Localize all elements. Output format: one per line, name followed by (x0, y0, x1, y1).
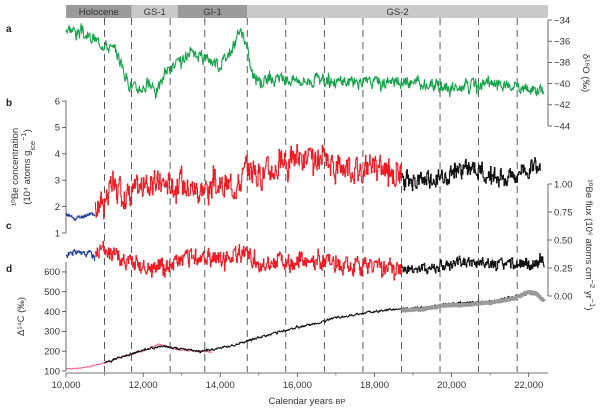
y-tick-label-b: 2 (55, 202, 60, 213)
y-tick-label-b: 3 (55, 176, 60, 187)
y-axis-label-a: δ¹⁸O (‰) (580, 54, 591, 92)
y-tick-label-c: 0.00 (554, 291, 573, 302)
y-tick-label-a: −44 (554, 121, 570, 132)
x-tick-label: 10,000 (51, 380, 80, 391)
y-tick-label-d: 100 (44, 366, 60, 377)
series-line-d-black (104, 292, 541, 364)
series-line-c-red (94, 240, 402, 281)
y-tick-label-b: 5 (55, 123, 60, 134)
stage-bar: Holocene GS-1 GI-1 GS-2 (66, 5, 548, 18)
y-tick-label-d: 400 (44, 307, 60, 318)
series-line-c-black (401, 253, 545, 275)
y-tick-label-d: 200 (44, 346, 60, 357)
y-tick-label-d: 300 (44, 327, 60, 338)
series-layer (65, 23, 546, 370)
y-tick-label-a: −42 (554, 100, 570, 111)
panel-letter-a: a (6, 24, 12, 35)
y-tick-label-b: 4 (55, 149, 60, 160)
series-line-d-grey (400, 290, 546, 313)
y-tick-label-d: 600 (44, 267, 60, 278)
series-line-b-red (94, 143, 402, 220)
x-tick-label: 16,000 (283, 380, 312, 391)
stage-band-gi-1 (177, 5, 248, 18)
series-line-d-pink (65, 343, 213, 370)
y-axis-label-d: Δ¹⁴C (‰) (16, 297, 27, 336)
axes-layer: a −34 −36 −38 −40 −42 −44 δ¹⁸O (‰) b 1 2 3 4 5 6 ¹⁰Be c… (6, 15, 598, 407)
y-tick-label-c: 0.75 (554, 207, 573, 218)
series-line-a-green (65, 23, 545, 99)
y-tick-label-b: 6 (55, 96, 60, 107)
y-tick-label-c: 1.00 (554, 179, 573, 190)
stage-band-gs-1 (131, 5, 178, 18)
y-tick-label-c: 0.25 (554, 263, 573, 274)
panel-letter-b: b (6, 98, 12, 109)
y-tick-label-d: 500 (44, 287, 60, 298)
stage-label-gs-2: GS-2 (387, 7, 409, 18)
panel-letter-d: d (6, 264, 12, 275)
series-line-b-black (401, 157, 541, 192)
y-tick-label-c: 0.50 (554, 235, 573, 246)
x-tick-label: 20,000 (437, 380, 466, 391)
stage-label-holocene: Holocene (79, 7, 119, 18)
panel-letter-c: c (6, 221, 12, 232)
x-tick-label: 22,000 (514, 380, 543, 391)
y-tick-label-b: 1 (55, 228, 60, 239)
series-line-b-blue (65, 212, 96, 221)
x-axis-label: Calendar years BP (268, 396, 345, 407)
y-tick-label-a: −36 (554, 37, 570, 48)
series-line-c-blue (65, 249, 96, 262)
y-axis-label-b: ¹⁰Be concentration (10, 128, 21, 206)
y-axis-label-b-units: (10⁴ atoms gice−1) (19, 129, 37, 205)
y-axis-label-c: ¹⁰Be flux (10⁶ atoms cm−2 yr−1) (583, 180, 598, 311)
y-tick-label-a: −38 (554, 58, 570, 69)
stage-band-gs-2 (247, 5, 548, 18)
stage-band-holocene (66, 5, 132, 18)
stage-label-gs-1: GS-1 (144, 7, 166, 18)
x-tick-label: 18,000 (360, 380, 389, 391)
y-tick-label-a: −34 (554, 15, 570, 26)
y-tick-label-a: −40 (554, 79, 570, 90)
x-tick-label: 14,000 (206, 380, 235, 391)
stage-label-gi-1: GI-1 (203, 7, 221, 18)
x-tick-label: 12,000 (129, 380, 158, 391)
